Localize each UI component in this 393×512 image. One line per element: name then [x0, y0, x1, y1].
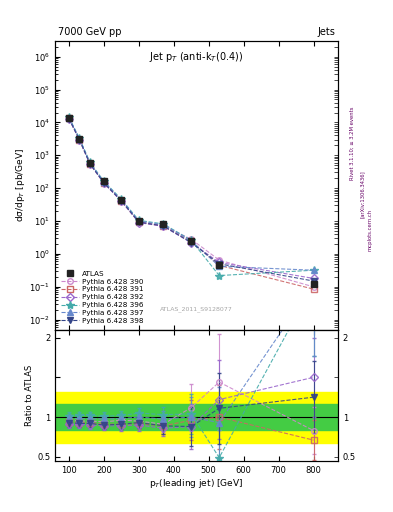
Text: Rivet 3.1.10; ≥ 3.2M events: Rivet 3.1.10; ≥ 3.2M events — [350, 106, 355, 180]
Bar — [55, 392, 338, 442]
Legend: ATLAS, Pythia 6.428 390, Pythia 6.428 391, Pythia 6.428 392, Pythia 6.428 396, P: ATLAS, Pythia 6.428 390, Pythia 6.428 39… — [59, 268, 145, 326]
Text: mcplots.cern.ch: mcplots.cern.ch — [367, 209, 373, 251]
Text: Jets: Jets — [317, 27, 335, 37]
Y-axis label: dσ/dp$_{T}$ [pb/GeV]: dσ/dp$_{T}$ [pb/GeV] — [14, 148, 27, 222]
X-axis label: p$_{T}$(leading jet) [GeV]: p$_{T}$(leading jet) [GeV] — [149, 477, 244, 490]
Bar — [55, 404, 338, 430]
Y-axis label: Ratio to ATLAS: Ratio to ATLAS — [25, 365, 34, 426]
Text: [arXiv:1306.3436]: [arXiv:1306.3436] — [360, 170, 365, 219]
Text: 7000 GeV pp: 7000 GeV pp — [58, 27, 121, 37]
Text: ATLAS_2011_S9128077: ATLAS_2011_S9128077 — [160, 307, 233, 312]
Text: Jet p$_{T}$ (anti-k$_{T}$(0.4)): Jet p$_{T}$ (anti-k$_{T}$(0.4)) — [149, 50, 244, 63]
